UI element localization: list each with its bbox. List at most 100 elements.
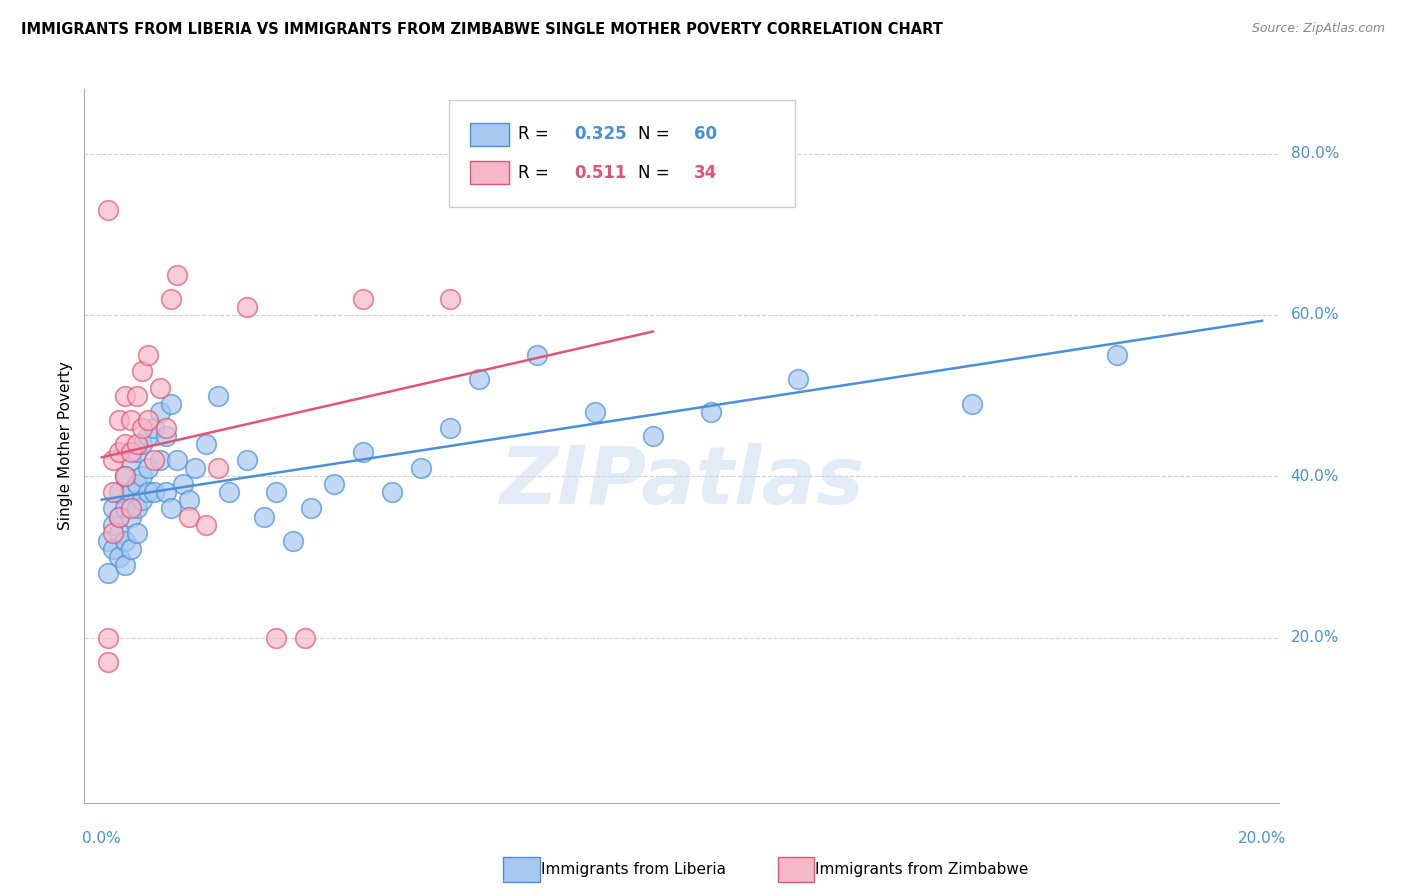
Text: Source: ZipAtlas.com: Source: ZipAtlas.com (1251, 22, 1385, 36)
Text: Immigrants from Liberia: Immigrants from Liberia (541, 863, 727, 877)
Point (641, 429, 664, 443)
Point (160, 397, 183, 411)
Point (299, 501, 322, 516)
Point (136, 348, 159, 362)
Point (143, 485, 166, 500)
Point (166, 268, 188, 282)
Point (136, 429, 159, 443)
Point (103, 485, 125, 500)
Point (160, 501, 183, 516)
Point (960, 397, 983, 411)
Point (125, 437, 148, 451)
Point (136, 461, 159, 475)
Point (439, 292, 461, 306)
Point (322, 477, 344, 491)
Text: 80.0%: 80.0% (1291, 146, 1339, 161)
Point (131, 364, 153, 378)
Point (177, 509, 200, 524)
Point (207, 389, 229, 403)
Text: ZIPatlas: ZIPatlas (499, 442, 865, 521)
Point (108, 549, 131, 564)
Point (166, 453, 188, 467)
Point (114, 501, 136, 516)
Point (468, 372, 491, 386)
Point (439, 421, 461, 435)
Point (108, 413, 131, 427)
Point (218, 485, 240, 500)
Text: N =: N = (638, 125, 675, 143)
Point (1105, 348, 1128, 362)
Point (114, 558, 136, 572)
Point (103, 453, 125, 467)
Point (155, 485, 177, 500)
FancyBboxPatch shape (449, 100, 796, 207)
Point (120, 541, 142, 556)
Point (409, 461, 432, 475)
Point (108, 445, 131, 459)
Point (131, 437, 153, 451)
Point (120, 501, 142, 516)
Text: 20.0%: 20.0% (1237, 830, 1286, 846)
Point (108, 509, 131, 524)
Point (155, 429, 177, 443)
Point (125, 389, 148, 403)
Point (264, 485, 287, 500)
Point (120, 445, 142, 459)
Text: Immigrants from Zimbabwe: Immigrants from Zimbabwe (815, 863, 1029, 877)
Text: IMMIGRANTS FROM LIBERIA VS IMMIGRANTS FROM ZIMBABWE SINGLE MOTHER POVERTY CORREL: IMMIGRANTS FROM LIBERIA VS IMMIGRANTS FR… (21, 22, 943, 37)
Point (207, 461, 229, 475)
Text: 60.0%: 60.0% (1291, 308, 1339, 323)
Point (97, 533, 120, 548)
Point (264, 631, 287, 645)
Text: 34: 34 (695, 164, 717, 182)
Point (125, 477, 148, 491)
Point (787, 372, 810, 386)
Point (131, 493, 153, 508)
Point (700, 405, 723, 419)
Text: R =: R = (519, 125, 554, 143)
Point (97, 566, 120, 580)
Point (155, 421, 177, 435)
Point (131, 469, 153, 483)
Point (526, 348, 548, 362)
Point (283, 533, 305, 548)
Point (97, 631, 120, 645)
Point (136, 485, 159, 500)
Text: R =: R = (519, 164, 554, 182)
Text: 40.0%: 40.0% (1291, 468, 1339, 483)
Point (125, 525, 148, 540)
Point (114, 469, 136, 483)
Point (97, 655, 120, 669)
Point (125, 445, 148, 459)
Point (352, 292, 374, 306)
Point (120, 413, 142, 427)
Point (103, 517, 125, 532)
Point (236, 453, 259, 467)
Point (136, 413, 159, 427)
Point (583, 405, 606, 419)
Text: 0.325: 0.325 (575, 125, 627, 143)
Point (97, 203, 120, 218)
Point (125, 501, 148, 516)
Point (120, 453, 142, 467)
Point (149, 380, 172, 394)
Point (120, 509, 142, 524)
Point (120, 485, 142, 500)
Point (183, 461, 205, 475)
Point (108, 525, 131, 540)
Point (352, 445, 374, 459)
Point (294, 631, 316, 645)
Point (143, 421, 166, 435)
Point (143, 453, 166, 467)
Point (114, 389, 136, 403)
Text: 0.511: 0.511 (575, 164, 627, 182)
Text: N =: N = (638, 164, 675, 182)
Point (103, 525, 125, 540)
Text: 0.0%: 0.0% (83, 830, 121, 846)
Point (103, 501, 125, 516)
Point (381, 485, 404, 500)
Text: 20.0%: 20.0% (1291, 630, 1339, 645)
Point (114, 533, 136, 548)
Point (195, 437, 218, 451)
Point (172, 477, 194, 491)
